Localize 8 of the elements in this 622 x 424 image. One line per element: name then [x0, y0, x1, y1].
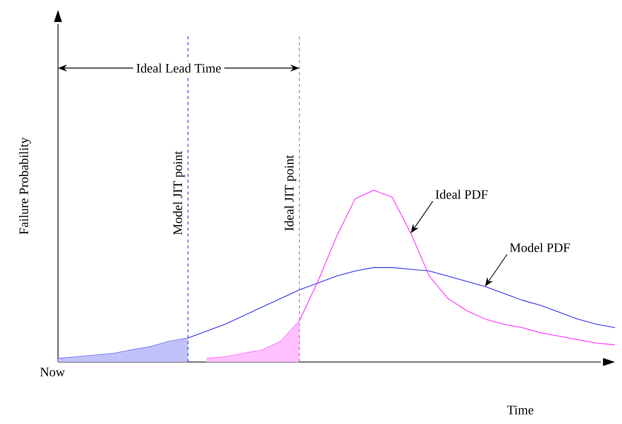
y-axis-title: Failure Probability — [19, 137, 31, 234]
text: Now — [40, 368, 65, 376]
text: Ideal Lead Time — [136, 64, 221, 73]
annotation: Ideal JIT point — [284, 155, 296, 231]
x-axis-title: Time — [507, 406, 534, 414]
text: Model PDF — [510, 242, 570, 252]
text: Ideal PDF — [436, 190, 488, 199]
annotation: Model JIT point — [173, 151, 185, 235]
